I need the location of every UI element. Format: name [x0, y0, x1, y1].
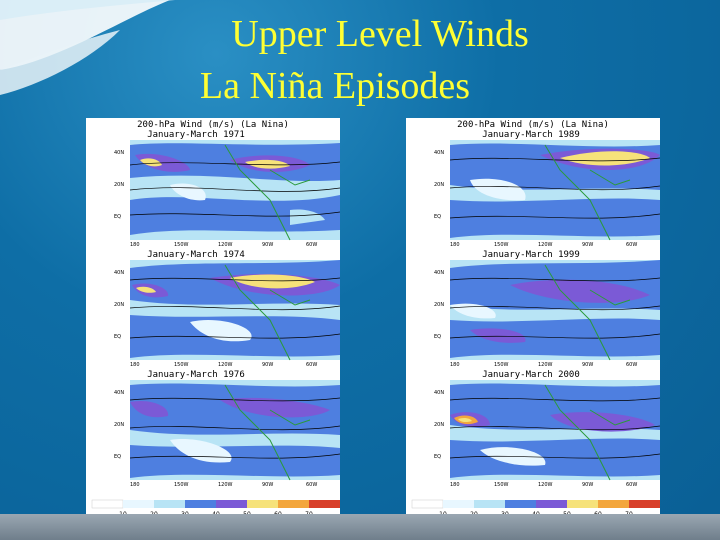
right-map3-lat-20n: 20N [434, 422, 444, 428]
right-map1-label: January-March 1989 [482, 130, 580, 140]
left-map2-lon-120w: 120W [218, 362, 233, 368]
left-map2-lon-180: 180 [130, 362, 140, 368]
right-map3 [449, 380, 660, 481]
left-map3 [129, 380, 340, 481]
right-map3-lat-eq: EQ [434, 454, 441, 460]
slide-footer-bar [0, 514, 720, 540]
right-map2-label: January-March 1999 [482, 250, 580, 260]
left-map1-lon-60w: 60W [306, 242, 317, 248]
slide-title-line2: La Niña Episodes [199, 65, 471, 107]
left-map1-lon-90w: 90W [262, 242, 273, 248]
right-map3-lat-40n: 40N [434, 390, 444, 396]
left-map3-lat-eq: EQ [114, 454, 121, 460]
right-map1-lon-150w: 150W [494, 242, 509, 248]
left-map2-lat-40n: 40N [114, 270, 124, 276]
right-map3-lon-90w: 90W [582, 482, 593, 488]
right-map1-lat-eq: EQ [434, 214, 441, 220]
left-map3-lat-20n: 20N [114, 422, 124, 428]
left-map3-lat-40n: 40N [114, 390, 124, 396]
left-panel-header: 200-hPa Wind (m/s) (La Nina) [137, 120, 289, 130]
left-map3-lon-180: 180 [130, 482, 140, 488]
slide-title-line1: Upper Level Winds [231, 13, 529, 55]
left-map3-label: January-March 1976 [147, 370, 245, 380]
left-map2-lon-60w: 60W [306, 362, 317, 368]
left-map1-lat-20n: 20N [114, 182, 124, 188]
left-map2-lon-90w: 90W [262, 362, 273, 368]
left-map2 [129, 260, 340, 361]
right-map1 [449, 140, 660, 241]
left-map1 [129, 140, 340, 241]
right-map1-lat-20n: 20N [434, 182, 444, 188]
right-map2-lon-60w: 60W [626, 362, 637, 368]
left-map1-label: January-March 1971 [147, 130, 245, 140]
right-map3-lon-180: 180 [450, 482, 460, 488]
left-map2-label: January-March 1974 [147, 250, 245, 260]
right-map2-lon-90w: 90W [582, 362, 593, 368]
right-map1-lon-90w: 90W [582, 242, 593, 248]
right-map-figure: 200-hPa Wind (m/s) (La Nina) January-Mar… [411, 120, 660, 518]
left-map1-lon-180: 180 [130, 242, 140, 248]
right-map-panel: 200-hPa Wind (m/s) (La Nina) January-Mar… [406, 118, 660, 518]
left-map2-lat-20n: 20N [114, 302, 124, 308]
left-map1-lon-150w: 150W [174, 242, 189, 248]
right-map1-lat-40n: 40N [434, 150, 444, 156]
left-map-panel: 200-hPa Wind (m/s) (La Nina) January-Mar… [86, 118, 340, 518]
right-map2-lat-20n: 20N [434, 302, 444, 308]
left-map3-lon-150w: 150W [174, 482, 189, 488]
right-map1-lon-120w: 120W [538, 242, 553, 248]
right-panel-header: 200-hPa Wind (m/s) (La Nina) [457, 120, 609, 130]
left-map2-lat-eq: EQ [114, 334, 121, 340]
right-map3-lon-60w: 60W [626, 482, 637, 488]
right-map2-lat-40n: 40N [434, 270, 444, 276]
right-map1-lon-180: 180 [450, 242, 460, 248]
left-map1-lat-40n: 40N [114, 150, 124, 156]
right-map1-lon-60w: 60W [626, 242, 637, 248]
right-map3-lon-120w: 120W [538, 482, 553, 488]
left-map1-lon-120w: 120W [218, 242, 233, 248]
left-map3-lon-60w: 60W [306, 482, 317, 488]
right-map2-lon-120w: 120W [538, 362, 553, 368]
right-map3-lon-150w: 150W [494, 482, 509, 488]
left-map3-lon-90w: 90W [262, 482, 273, 488]
right-map2-lon-150w: 150W [494, 362, 509, 368]
right-map2 [449, 260, 660, 361]
left-map-figure: 200-hPa Wind (m/s) (La Nina) January-Mar… [91, 120, 340, 518]
left-map2-lon-150w: 150W [174, 362, 189, 368]
left-map3-lon-120w: 120W [218, 482, 233, 488]
right-map2-lon-180: 180 [450, 362, 460, 368]
right-map3-label: January-March 2000 [482, 370, 580, 380]
right-map2-lat-eq: EQ [434, 334, 441, 340]
left-map1-lat-eq: EQ [114, 214, 121, 220]
